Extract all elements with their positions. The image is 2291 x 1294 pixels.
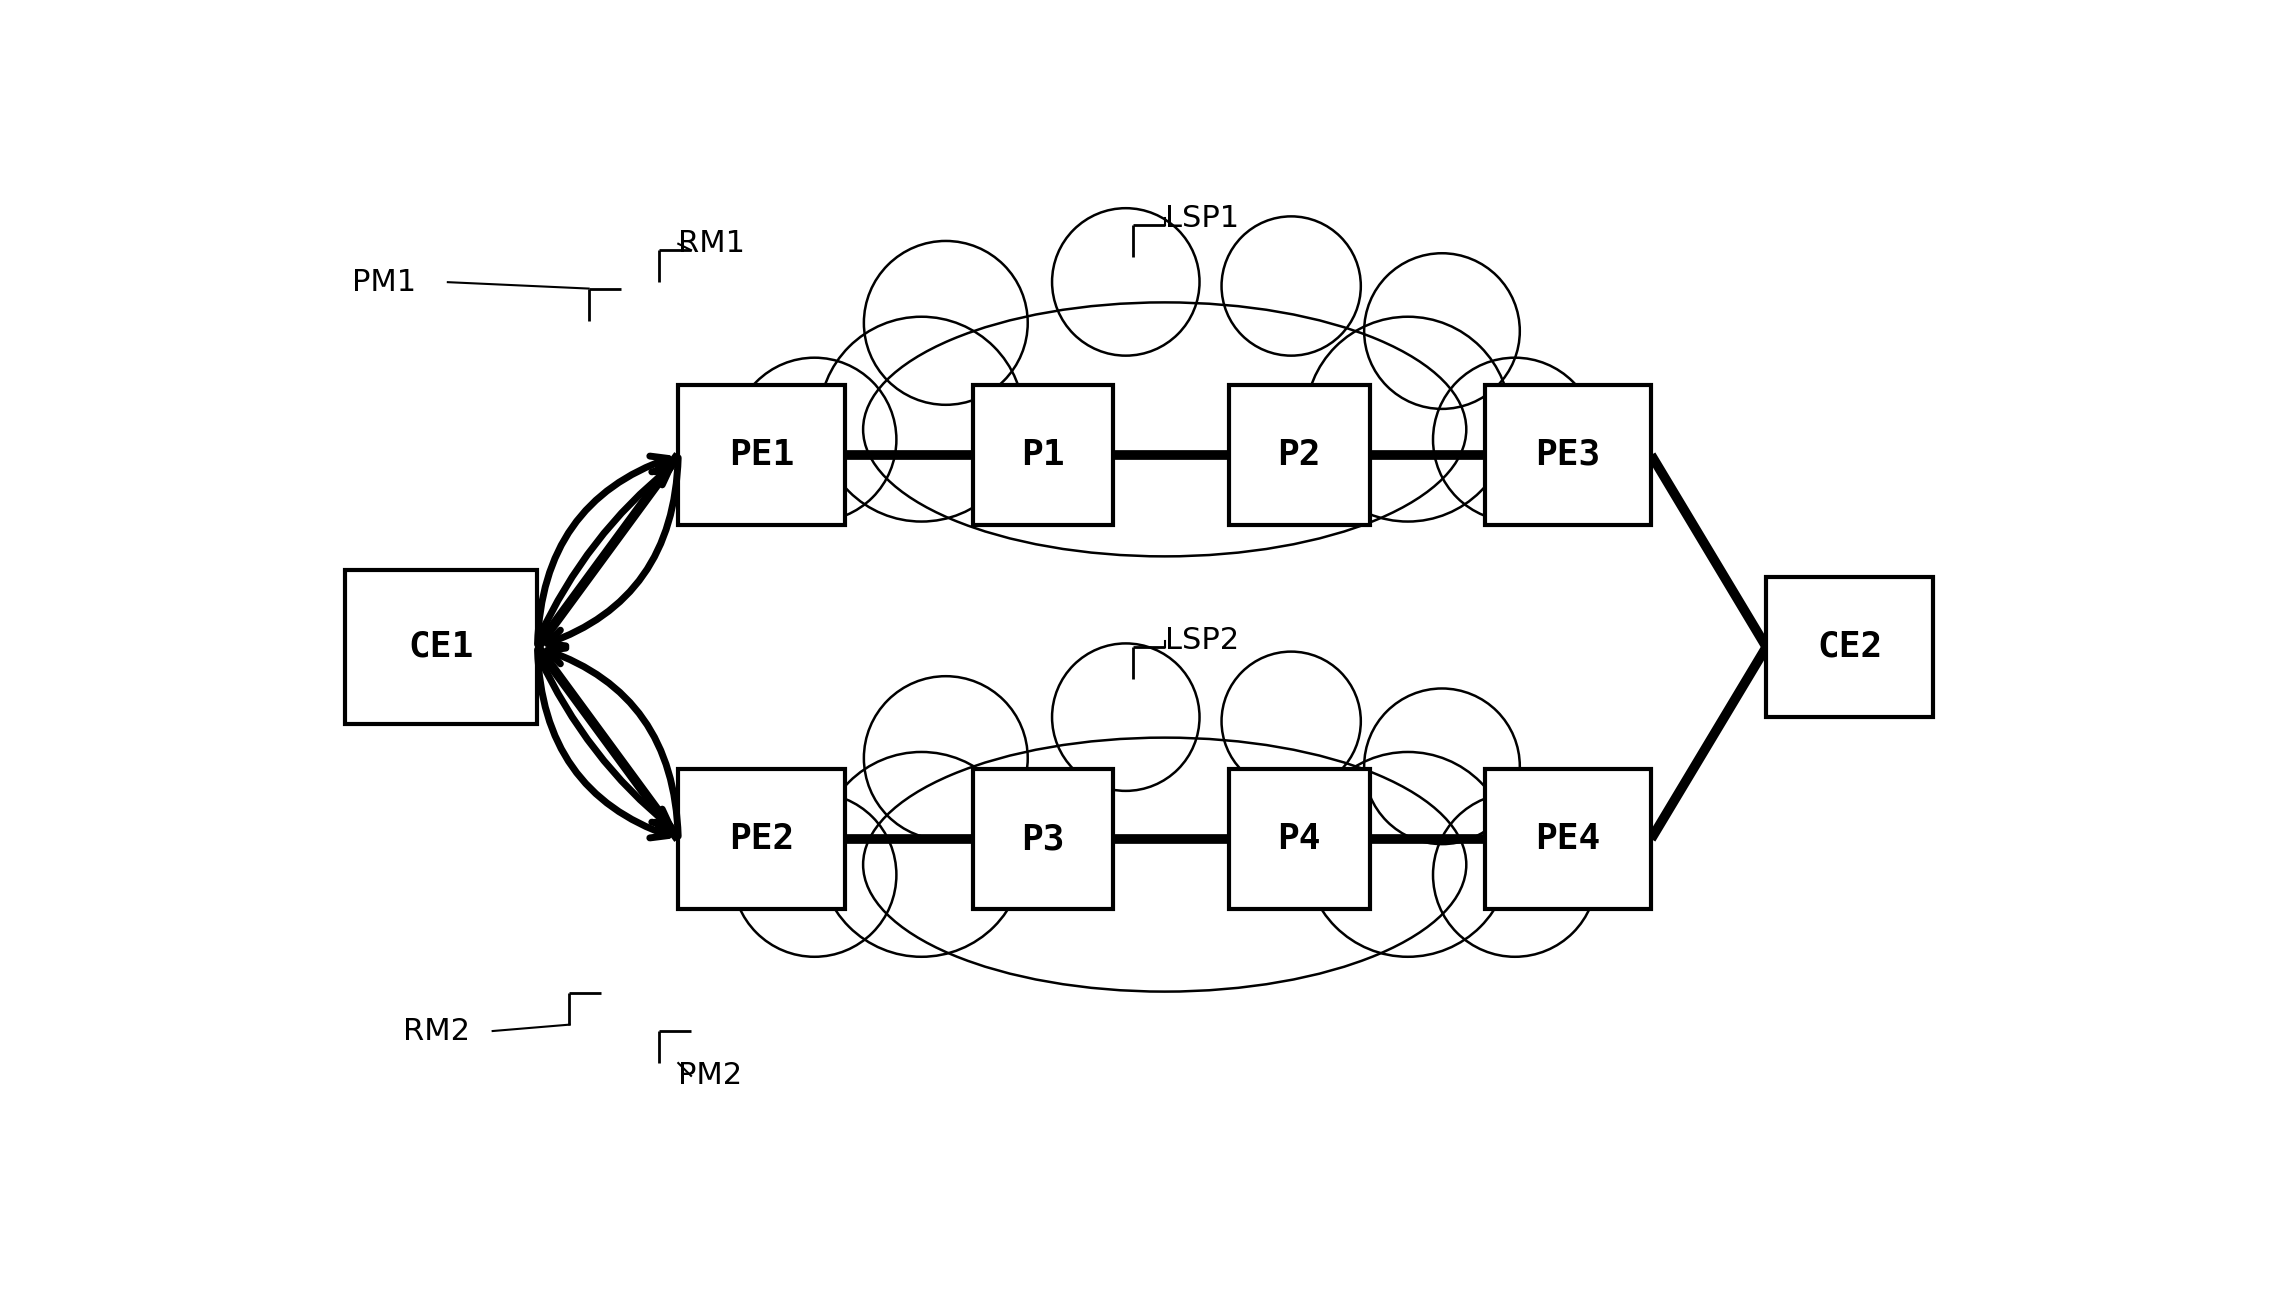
Text: CE1: CE1 bbox=[408, 630, 474, 664]
Ellipse shape bbox=[864, 677, 1029, 840]
Bar bbox=[346, 571, 538, 723]
Bar bbox=[678, 769, 845, 910]
FancyArrowPatch shape bbox=[538, 650, 669, 839]
FancyArrowPatch shape bbox=[548, 648, 678, 836]
Ellipse shape bbox=[1052, 208, 1200, 356]
FancyArrowPatch shape bbox=[538, 656, 669, 826]
Ellipse shape bbox=[1363, 688, 1519, 844]
Bar bbox=[1228, 769, 1370, 910]
Ellipse shape bbox=[1432, 793, 1597, 956]
Ellipse shape bbox=[820, 752, 1024, 956]
FancyArrowPatch shape bbox=[548, 458, 678, 646]
Ellipse shape bbox=[1363, 254, 1519, 409]
Text: PE2: PE2 bbox=[729, 822, 795, 857]
Bar bbox=[974, 384, 1113, 525]
Ellipse shape bbox=[1306, 752, 1510, 956]
Text: LSP2: LSP2 bbox=[1164, 626, 1239, 655]
Text: P2: P2 bbox=[1278, 437, 1322, 472]
Text: P3: P3 bbox=[1022, 822, 1065, 857]
Ellipse shape bbox=[1221, 216, 1361, 356]
Text: RM2: RM2 bbox=[403, 1017, 470, 1046]
Ellipse shape bbox=[820, 317, 1024, 521]
Ellipse shape bbox=[1432, 357, 1597, 521]
Ellipse shape bbox=[864, 241, 1029, 405]
Bar bbox=[1228, 384, 1370, 525]
Text: PE1: PE1 bbox=[729, 437, 795, 472]
Text: P1: P1 bbox=[1022, 437, 1065, 472]
Text: RM1: RM1 bbox=[678, 229, 745, 259]
Text: PE4: PE4 bbox=[1535, 822, 1601, 857]
Ellipse shape bbox=[864, 738, 1466, 991]
Ellipse shape bbox=[733, 793, 896, 956]
Bar bbox=[974, 769, 1113, 910]
Bar bbox=[1485, 384, 1652, 525]
FancyArrowPatch shape bbox=[538, 455, 669, 644]
Text: LSP1: LSP1 bbox=[1164, 203, 1239, 233]
Ellipse shape bbox=[1306, 317, 1510, 521]
FancyArrowPatch shape bbox=[538, 468, 669, 638]
Text: PM2: PM2 bbox=[678, 1061, 742, 1091]
Text: CE2: CE2 bbox=[1817, 630, 1883, 664]
Ellipse shape bbox=[864, 303, 1466, 556]
Text: PE3: PE3 bbox=[1535, 437, 1601, 472]
Bar bbox=[1766, 577, 1934, 717]
Bar bbox=[1485, 769, 1652, 910]
Ellipse shape bbox=[733, 357, 896, 521]
Bar bbox=[678, 384, 845, 525]
Ellipse shape bbox=[1221, 652, 1361, 791]
Text: P4: P4 bbox=[1278, 822, 1322, 857]
Ellipse shape bbox=[1052, 643, 1200, 791]
Text: PM1: PM1 bbox=[353, 268, 417, 296]
